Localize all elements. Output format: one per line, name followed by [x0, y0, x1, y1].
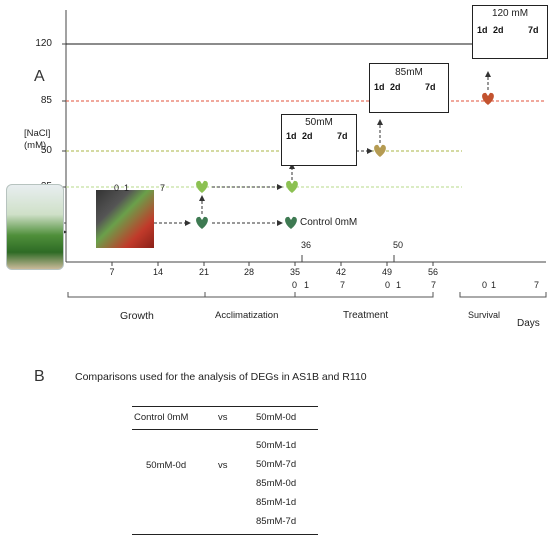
treat-day-7a: 7: [340, 280, 346, 290]
box-85mM-label-1d: 1d: [374, 82, 385, 92]
row-right-1: 50mM-1d: [256, 440, 297, 451]
box-120mM: 120 mM 1d 2d 7d: [472, 5, 548, 59]
panel-b-letter: B: [34, 368, 45, 385]
treat-day-1a: 1: [304, 280, 310, 290]
leaf-marker-25mM-day35: [286, 180, 298, 193]
growth-label-0: 0: [114, 183, 120, 193]
box-50mM-title: 50mM: [305, 117, 333, 128]
table-header-rule: [132, 429, 318, 430]
seedling-photo: [96, 190, 154, 248]
row-left: 50mM-0d: [146, 460, 187, 471]
phase-treatment: Treatment: [343, 310, 389, 321]
table-top-rule: [132, 406, 318, 407]
header-right: 50mM-0d: [256, 412, 297, 423]
x-tick-49: 49: [381, 267, 392, 277]
phase-growth: Growth: [120, 310, 154, 322]
box-85mM-label-2d: 2d: [390, 82, 401, 92]
surv-day-1: 1: [491, 280, 497, 290]
leaf-marker-control-day35: [285, 216, 297, 229]
x-tick-21: 21: [198, 267, 209, 277]
row-right-4: 85mM-1d: [256, 497, 297, 508]
box-85mM-title: 85mM: [395, 67, 423, 78]
y-axis-title-line2: (mM): [24, 140, 47, 151]
phase-survival: Survival: [468, 310, 501, 320]
y-axis-title-line1: [NaCl]: [24, 128, 51, 139]
leaf-marker-50mM-day49: [374, 144, 386, 157]
y-tick-85: 85: [40, 95, 52, 106]
phase-acclimatization: Acclimatization: [215, 310, 279, 321]
row-right-5: 85mM-7d: [256, 516, 297, 527]
treat-day-0a: 0: [292, 280, 298, 290]
plant-jar-image: [6, 184, 64, 270]
x-tick-28: 28: [243, 267, 254, 277]
x-tick-42: 42: [335, 267, 346, 277]
leaf-markers: [196, 39, 539, 229]
x-tick-56: 56: [427, 267, 438, 277]
box-50mM-label-2d: 2d: [302, 131, 313, 141]
y-tick-120: 120: [35, 38, 52, 49]
x-tick-7: 7: [109, 267, 115, 277]
row-right-3: 85mM-0d: [256, 478, 297, 489]
box-120mM-label-7d: 7d: [528, 25, 539, 35]
header-left: Control 0mM: [134, 412, 189, 423]
surv-day-0: 0: [482, 280, 488, 290]
box-120mM-title: 120 mM: [491, 8, 529, 19]
box-85mM-label-7d: 7d: [425, 82, 436, 92]
box-120mM-label-2d: 2d: [493, 25, 504, 35]
table-bottom-rule: [132, 534, 318, 535]
leaf-marker-85mM-survival: [482, 92, 494, 105]
x-tick-marks: [111, 255, 434, 266]
y-tick-50: 50: [40, 145, 52, 156]
x-tick-50: 50: [392, 240, 403, 250]
treat-day-1b: 1: [396, 280, 402, 290]
box-50mM: 50mM 1d 2d 7d: [281, 114, 357, 166]
row-right-2: 50mM-7d: [256, 459, 297, 470]
treat-day-7b: 7: [431, 280, 437, 290]
treat-day-0b: 0: [385, 280, 391, 290]
row-mid: vs: [218, 460, 228, 471]
box-120mM-label-1d: 1d: [477, 25, 488, 35]
leaf-marker-25mM-day21: [196, 180, 208, 193]
days-unit-label: Days: [517, 318, 540, 329]
header-mid: vs: [218, 412, 228, 423]
growth-label-1: 1: [124, 183, 130, 193]
phase-brackets: [67, 292, 547, 298]
control-label: Control 0mM: [300, 217, 358, 228]
x-tick-36: 36: [300, 240, 311, 250]
box-50mM-label-1d: 1d: [286, 131, 297, 141]
box-50mM-label-7d: 7d: [337, 131, 348, 141]
surv-day-7: 7: [534, 280, 540, 290]
growth-label-7: 7: [160, 183, 166, 193]
box-85mM: 85mM 1d 2d 7d: [369, 63, 449, 113]
panel-a-letter: A: [34, 68, 45, 85]
x-tick-35: 35: [289, 267, 300, 277]
panel-b-caption: Comparisons used for the analysis of DEG…: [75, 371, 367, 383]
x-tick-14: 14: [152, 267, 163, 277]
leaf-marker-0mM-day21: [196, 216, 208, 229]
